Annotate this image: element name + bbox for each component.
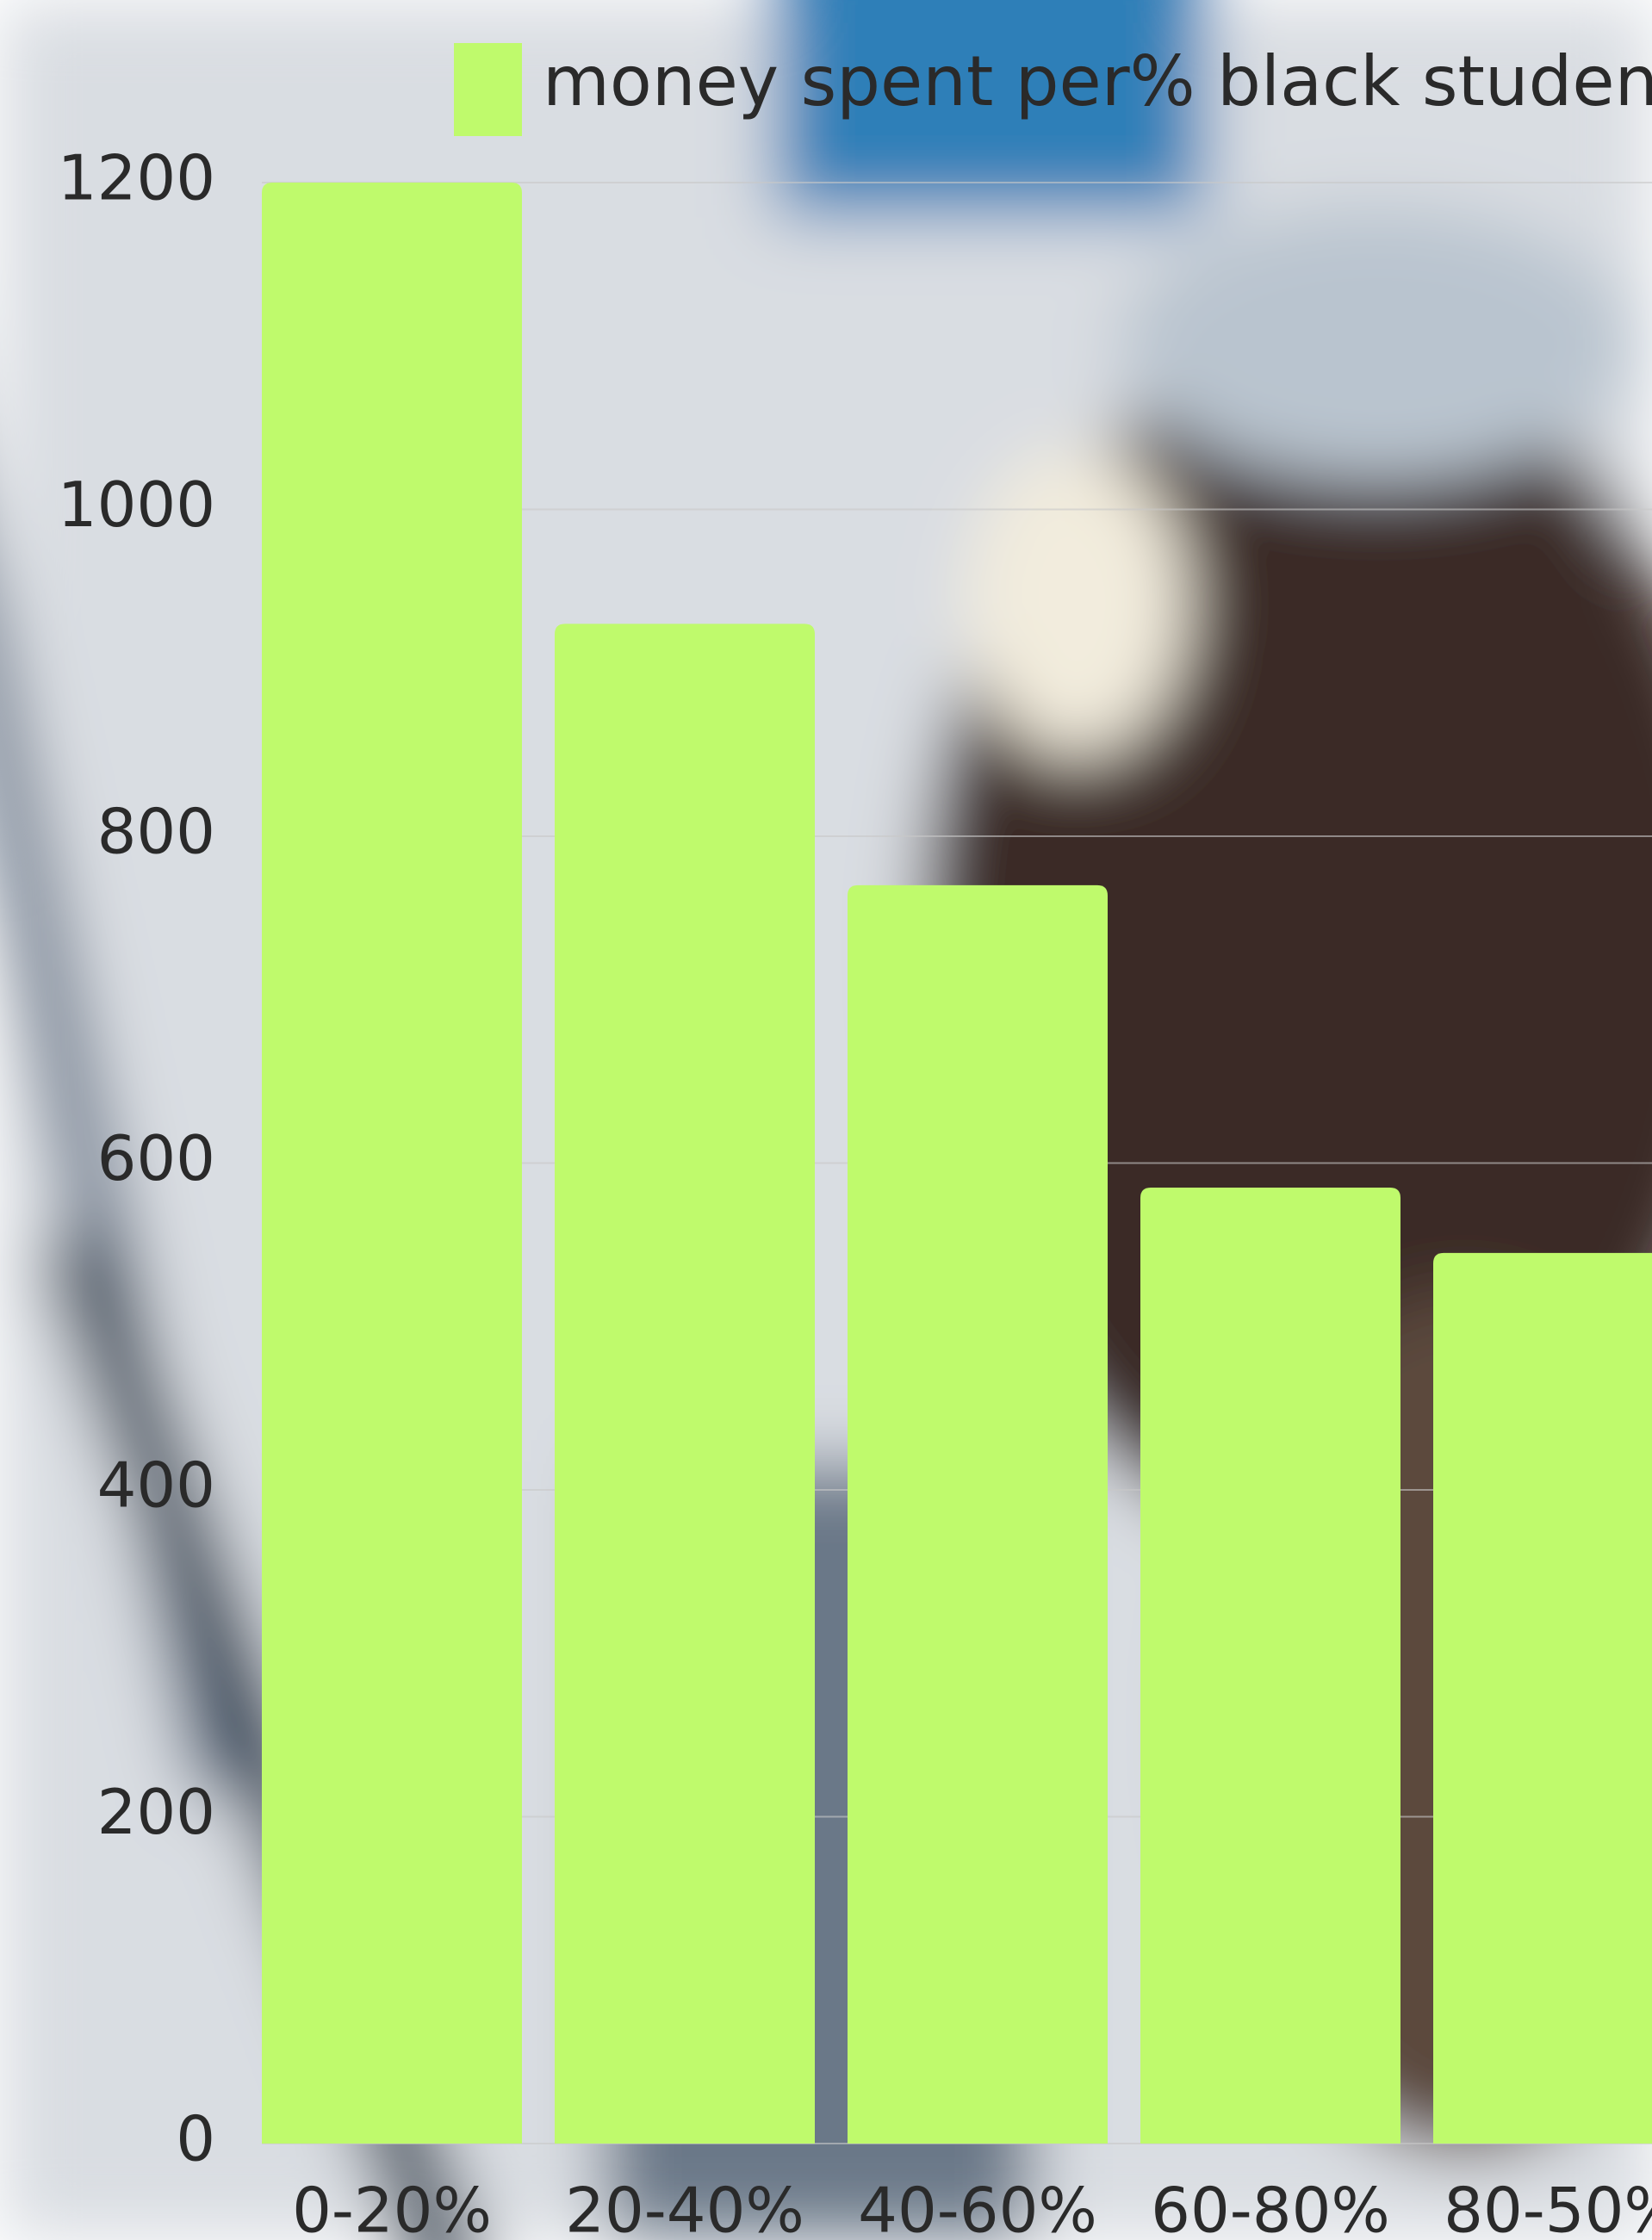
- x-tick-label: 60-80%: [1151, 2175, 1390, 2240]
- x-tick-label: 20-40%: [565, 2175, 804, 2240]
- y-tick-label: 400: [97, 1449, 215, 1522]
- x-tick-label: 80-50%: [1444, 2175, 1652, 2240]
- x-tick-label: 40-60%: [858, 2175, 1097, 2240]
- legend-swatch: [454, 43, 522, 136]
- y-tick-label: 200: [97, 1776, 215, 1848]
- y-tick-label: 600: [97, 1122, 215, 1194]
- bar: [1140, 1187, 1400, 2144]
- bar: [555, 624, 815, 2144]
- bar: [848, 884, 1108, 2144]
- y-tick-label: 1200: [58, 142, 215, 214]
- y-tick-label: 1000: [58, 468, 215, 541]
- y-tick-label: 800: [97, 796, 215, 868]
- bar: [262, 183, 522, 2144]
- bar: [1433, 1252, 1652, 2144]
- x-tick-label: 0-20%: [292, 2175, 492, 2240]
- legend-label: money spent per% black students: [543, 41, 1652, 121]
- y-tick-label: 0: [176, 2103, 215, 2175]
